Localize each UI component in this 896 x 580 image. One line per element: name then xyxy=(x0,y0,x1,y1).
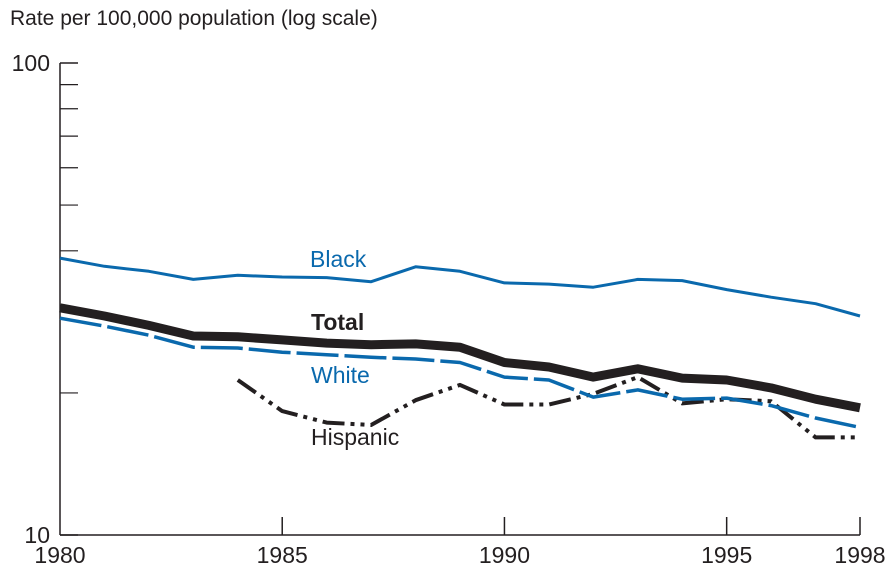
y-major-ticks: 10 100 xyxy=(12,50,78,548)
series-line-black xyxy=(59,256,861,318)
x-tick-label: 1998 xyxy=(834,542,885,568)
series-line-total xyxy=(59,303,861,413)
x-ticks: 1980 1985 1990 1995 1998 xyxy=(34,517,886,568)
y-axis-label: Rate per 100,000 population (log scale) xyxy=(10,7,378,30)
y-minor-ticks xyxy=(60,83,78,394)
x-tick-label: 1985 xyxy=(257,542,308,568)
series-lines xyxy=(59,256,861,440)
x-tick-label: 1980 xyxy=(34,542,85,568)
x-tick-label: 1990 xyxy=(479,542,530,568)
series-line-hispanic xyxy=(236,375,860,440)
x-tick-label: 1995 xyxy=(701,542,752,568)
y-tick-label: 100 xyxy=(12,50,50,76)
series-label-black: Black xyxy=(310,246,367,272)
series-label-total: Total xyxy=(311,309,364,335)
series-line-white xyxy=(59,316,861,430)
series-label-hispanic: Hispanic xyxy=(311,424,399,450)
y-tick-label: 10 xyxy=(24,522,50,548)
series-label-white: White xyxy=(311,362,370,388)
